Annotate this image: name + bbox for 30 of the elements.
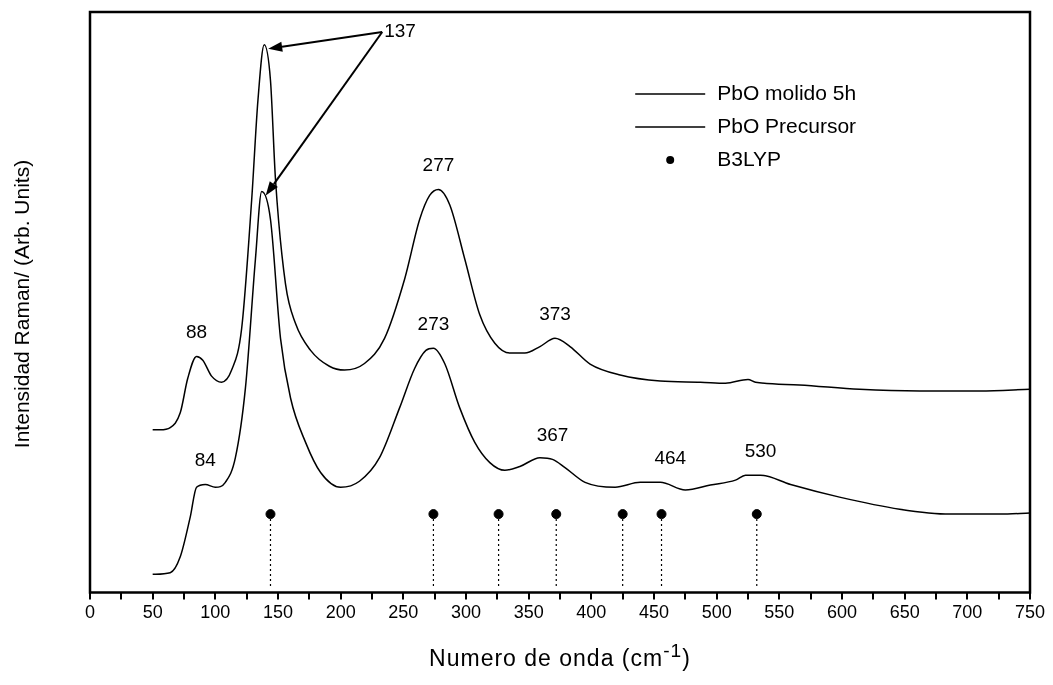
annotation: 367: [536, 424, 569, 446]
x-tick-label: 150: [262, 602, 294, 623]
x-tick-label: 250: [388, 602, 419, 623]
annotation: 373: [539, 303, 571, 325]
x-axis-title: Numero de onda (cm$^{-1}$): [428, 640, 692, 672]
x-tick-label: 300: [450, 602, 482, 623]
x-tick-label: 400: [576, 602, 607, 623]
x-tick-label: 100: [200, 602, 231, 623]
y-axis-title: Intensidad Raman/ (Arb. Units): [10, 159, 34, 449]
x-tick-label: 600: [826, 602, 858, 623]
annotation: 88: [185, 321, 208, 343]
annotation: 530: [744, 439, 777, 461]
x-tick-label: 700: [952, 602, 983, 623]
annotation: 273: [417, 312, 450, 334]
x-tick-label: 550: [764, 602, 795, 623]
x-tick-label: 650: [889, 602, 920, 623]
text: 137: [384, 20, 416, 42]
legend-label: PbO molido 5h: [717, 80, 857, 104]
annotation: 84: [194, 449, 217, 471]
x-tick-label: 50: [142, 602, 163, 623]
x-tick-label: 200: [325, 602, 356, 623]
legend-label: PbO Precursor: [717, 113, 857, 137]
annotation: 277: [422, 154, 455, 176]
x-tick-label: 500: [701, 602, 732, 623]
annotation: 464: [654, 447, 687, 469]
legend-label: B3LYP: [717, 146, 782, 170]
x-tick-label: 350: [513, 602, 544, 623]
x-tick-label: 750: [1014, 602, 1046, 623]
x-tick-label: 0: [84, 602, 96, 623]
x-tick-label: 450: [638, 602, 670, 623]
